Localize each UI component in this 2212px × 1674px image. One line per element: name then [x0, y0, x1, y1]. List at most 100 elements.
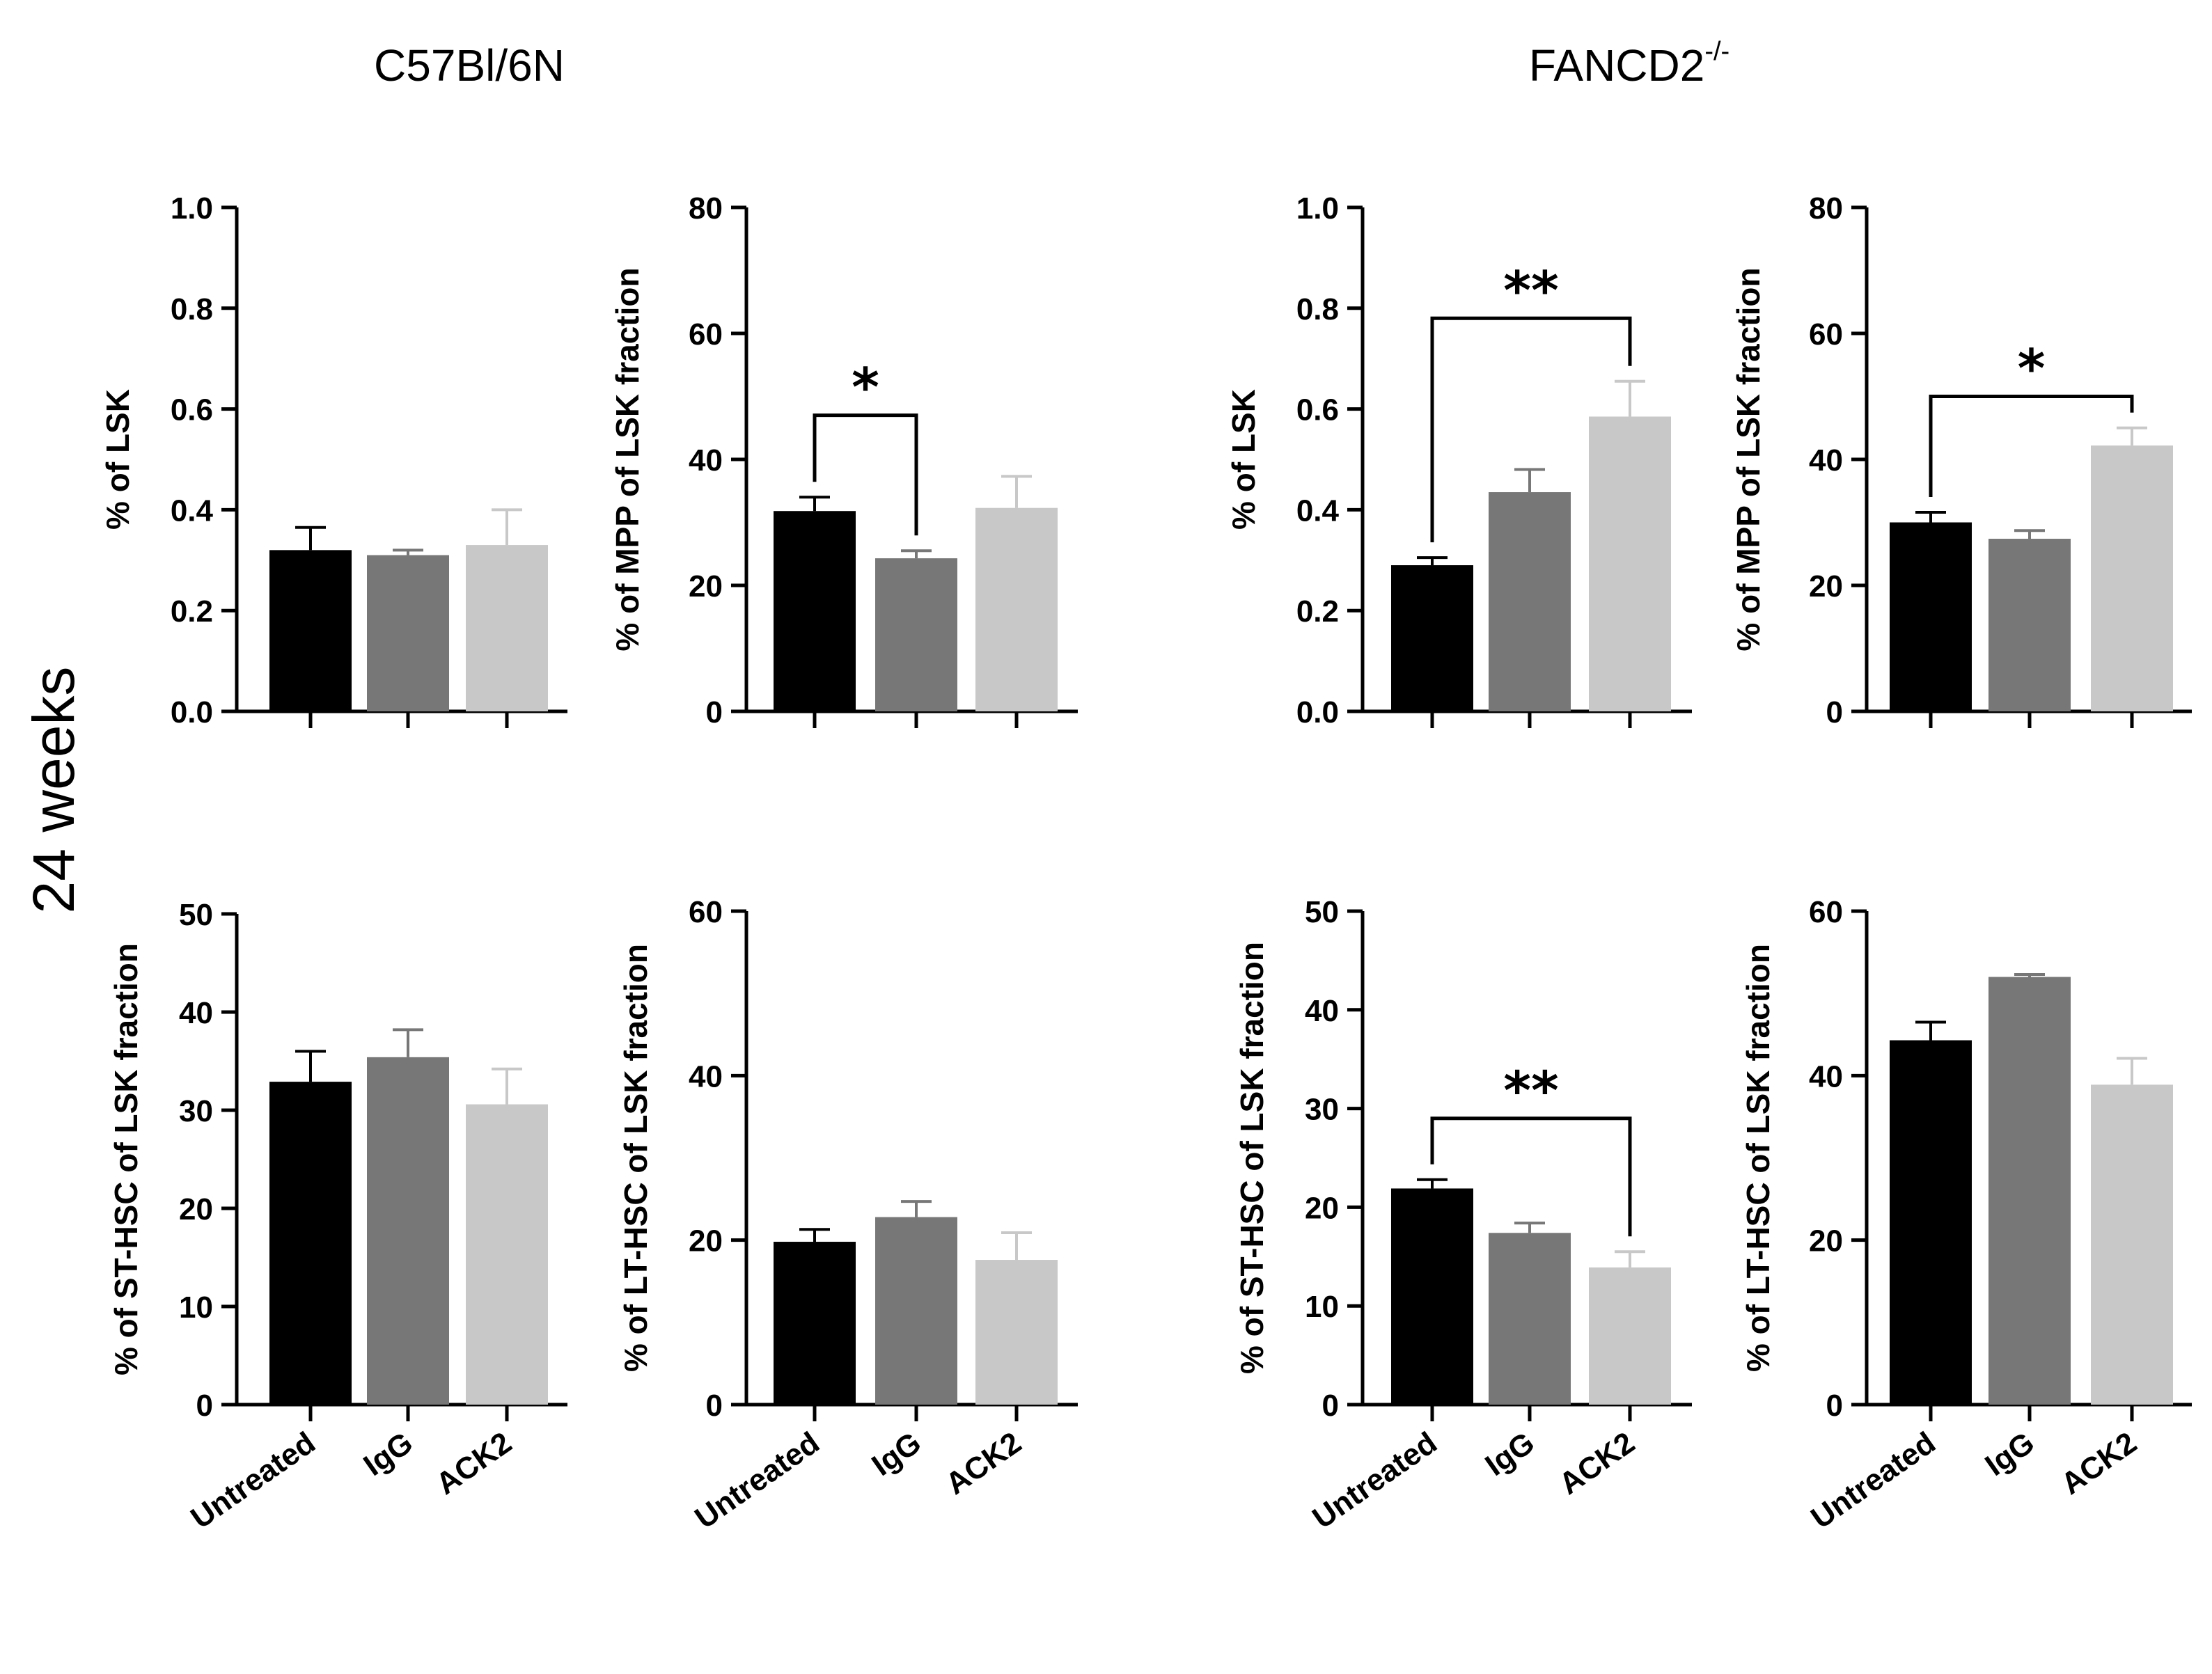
y-tick-label: 0 [1322, 1389, 1339, 1423]
timepoint-label: 24 weeks [21, 667, 86, 914]
x-category-label: IgG [358, 1426, 419, 1483]
bar-igg [1489, 1233, 1571, 1405]
bar-ack2 [1589, 416, 1671, 711]
x-category-label: ACK2 [1553, 1426, 1640, 1501]
bar-untreated [774, 1242, 856, 1405]
bar-igg [875, 558, 957, 711]
bar-ack2 [2091, 1084, 2173, 1405]
group-title-fancd2-sup: -/- [1704, 37, 1729, 66]
y-axis-label: % of LSK [100, 389, 136, 530]
chart-wt-lthsc: 0 20 40 60 % of LT-HSC of LSK fraction Untrea… [618, 895, 1078, 1535]
group-title-fancd2: FANCD2-/- [1529, 37, 1729, 90]
bar-ack2 [1589, 1267, 1671, 1405]
significance-bracket [1430, 1116, 1632, 1237]
chart-wt-mpp: 0 20 40 60 80 % of MPP of LSK fraction * [609, 191, 1078, 729]
y-axis-label: % of LT-HSC of LSK fraction [1740, 944, 1776, 1372]
bar-untreated [1890, 1040, 1972, 1405]
y-tick-label: 0.2 [171, 594, 213, 629]
y-tick-label: 0.4 [171, 493, 214, 528]
y-tick-label: 60 [689, 895, 723, 929]
bar-igg [367, 555, 449, 711]
y-tick-label: 40 [179, 996, 213, 1030]
y-tick-label: 40 [1809, 443, 1843, 477]
x-category-label: Untreated [1306, 1426, 1443, 1535]
bar-ack2 [975, 507, 1058, 711]
y-tick-label: 0 [1826, 1389, 1843, 1423]
bar-ack2 [466, 1104, 548, 1405]
significance-bracket [1430, 316, 1632, 543]
x-category-label: Untreated [185, 1426, 321, 1535]
x-category-label: IgG [1480, 1426, 1541, 1483]
y-tick-label: 60 [689, 317, 723, 352]
y-tick-label: 30 [1305, 1093, 1339, 1127]
y-axis-label: % of LT-HSC of LSK fraction [618, 944, 654, 1372]
y-tick-label: 80 [689, 191, 723, 226]
bar-ack2 [2091, 445, 2173, 711]
significance-bracket [1929, 395, 2134, 498]
y-axis-label: % of ST-HSC of LSK fraction [108, 943, 144, 1375]
chart-fancd2-sthsc: 0 10 20 30 40 50 % of ST-HSC of LSK fraction Un… [1234, 895, 1692, 1535]
x-category-label: IgG [866, 1426, 927, 1483]
bar-igg [367, 1057, 449, 1405]
y-tick-label: 0.2 [1296, 594, 1339, 629]
significance-label: * [852, 356, 879, 418]
y-tick-label: 0.0 [1296, 695, 1339, 729]
y-tick-label: 0.8 [1296, 292, 1339, 326]
y-axis-label: % of MPP of LSK fraction [609, 267, 645, 651]
x-category-label: Untreated [689, 1426, 825, 1535]
bar-untreated [269, 550, 352, 711]
y-tick-label: 0 [706, 695, 723, 729]
bar-ack2 [466, 545, 548, 711]
chart-wt-lsk: 0.0 0.2 0.4 0.6 0.8 1.0 % of LSK [100, 191, 567, 729]
y-tick-label: 40 [689, 443, 723, 477]
bar-igg [1489, 492, 1571, 711]
y-tick-label: 40 [1305, 994, 1339, 1028]
bar-untreated [269, 1082, 352, 1405]
x-category-label: ACK2 [430, 1426, 517, 1501]
y-tick-label: 40 [1809, 1059, 1843, 1093]
y-tick-label: 10 [1305, 1290, 1339, 1324]
y-axis-label: % of MPP of LSK fraction [1730, 267, 1766, 651]
chart-wt-sthsc: 0 10 20 30 40 50 % of ST-HSC of LSK fraction Un… [108, 898, 567, 1535]
y-tick-label: 20 [179, 1192, 213, 1226]
significance-bracket [813, 413, 918, 536]
y-tick-label: 0 [196, 1389, 213, 1423]
y-tick-label: 0 [706, 1389, 723, 1423]
bar-untreated [1890, 522, 1972, 711]
y-tick-label: 40 [689, 1059, 723, 1093]
x-category-label: Untreated [1805, 1426, 1941, 1535]
y-tick-label: 60 [1809, 317, 1843, 352]
y-axis-label: % of LSK [1225, 389, 1262, 530]
y-tick-label: 0.6 [1296, 393, 1339, 427]
y-tick-label: 0.8 [171, 292, 213, 326]
significance-label: * [2018, 338, 2046, 400]
bar-untreated [1391, 565, 1473, 711]
group-title-wildtype: C57Bl/6N [374, 40, 565, 90]
y-tick-label: 20 [689, 569, 723, 603]
y-tick-label: 1.0 [171, 191, 213, 226]
y-tick-label: 50 [1305, 895, 1339, 929]
x-category-label: ACK2 [2055, 1426, 2142, 1501]
y-tick-label: 30 [179, 1094, 213, 1128]
y-tick-label: 20 [689, 1224, 723, 1258]
y-tick-label: 0.6 [171, 393, 213, 427]
x-category-label: IgG [1979, 1426, 2041, 1483]
y-tick-label: 60 [1809, 895, 1843, 929]
chart-fancd2-lsk: 0.0 0.2 0.4 0.6 0.8 1.0 % of LSK ** [1225, 191, 1692, 729]
y-tick-label: 10 [179, 1290, 213, 1325]
bar-igg [875, 1217, 957, 1405]
group-title-fancd2-main: FANCD2 [1529, 40, 1705, 90]
bar-ack2 [975, 1260, 1058, 1405]
chart-fancd2-mpp: 0 20 40 60 80 % of MPP of LSK fraction * [1730, 191, 2192, 729]
bar-igg [1989, 539, 2071, 711]
y-tick-label: 80 [1809, 191, 1843, 226]
significance-label: ** [1503, 1059, 1559, 1121]
bar-untreated [774, 511, 856, 711]
y-tick-label: 20 [1305, 1191, 1339, 1225]
x-category-label: ACK2 [939, 1426, 1027, 1501]
y-tick-label: 50 [179, 898, 213, 932]
y-tick-label: 0.4 [1296, 493, 1340, 528]
y-tick-label: 0.0 [171, 695, 213, 729]
y-tick-label: 20 [1809, 1224, 1843, 1258]
